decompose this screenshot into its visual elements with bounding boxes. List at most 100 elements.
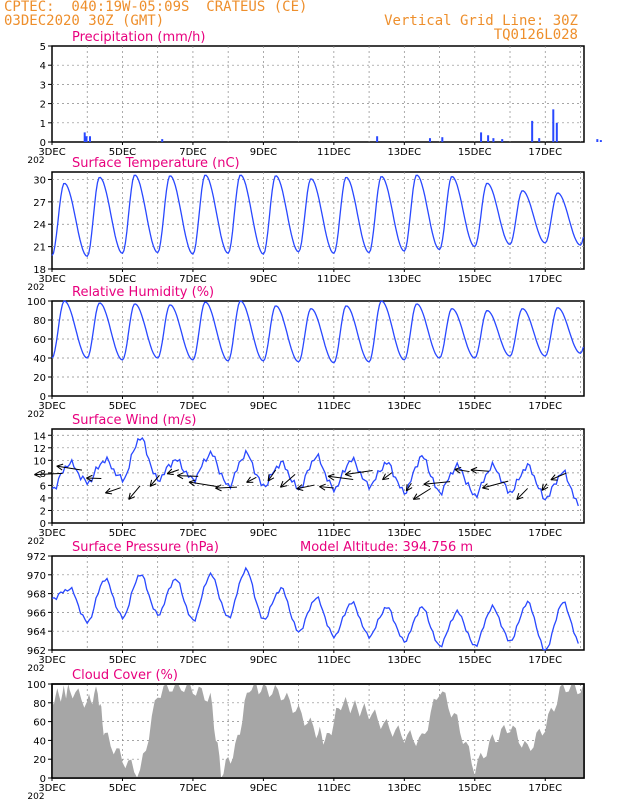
x-tick-label: 5DEC (109, 147, 136, 158)
wind-arrow-head (86, 474, 93, 482)
x-tick-label: 7DEC (179, 655, 206, 666)
x-tick-label: 11DEC (317, 655, 351, 666)
wind-arrow-head (470, 466, 478, 474)
wind-arrow (550, 472, 567, 481)
x-tick-label: 15DEC (458, 401, 492, 412)
wind-arrow (34, 472, 63, 476)
wind-arrow-head (319, 483, 326, 491)
x-tick-label: 5DEC (109, 528, 136, 539)
y-tick-label: 962 (27, 646, 46, 657)
y-tick-label: 0 (40, 138, 46, 149)
wind-arrow-head (34, 470, 41, 478)
wind-arrow-head (149, 479, 157, 487)
wind-arrow-head (296, 484, 304, 491)
precip-bar (376, 136, 379, 142)
y-tick-label: 30 (33, 175, 46, 186)
wind-arrow (177, 475, 199, 477)
x-tick-label: 11DEC (317, 147, 351, 158)
y-tick-label: 20 (33, 755, 46, 766)
wind-arrow (246, 476, 257, 483)
x-tick-label: 7DEC (179, 528, 206, 539)
precip-bar (85, 136, 88, 142)
y-tick-label: 60 (33, 718, 46, 729)
run-date-label: 03DEC2020 30Z (GMT) (4, 13, 165, 29)
x-tick-label: 9DEC (250, 274, 277, 285)
y-tick-label: 968 (27, 590, 46, 601)
wind-arrow-head (516, 492, 524, 500)
y-tick-label: 0 (40, 774, 46, 785)
panel-title: Cloud Cover (%) (72, 668, 178, 683)
precip-bar (161, 139, 164, 142)
x-tick-label: 3DEC (38, 655, 65, 666)
y-tick-label: 60 (33, 335, 46, 346)
y-tick-label: 6 (40, 481, 46, 492)
y-tick-label: 18 (33, 265, 46, 276)
wind-arrow-head (267, 474, 275, 482)
wind-arrow (188, 481, 218, 488)
x-tick-label: 17DEC (528, 274, 562, 285)
wind-arrow (319, 486, 334, 489)
x-tick-label: 13DEC (387, 783, 421, 794)
x-tick-label: 3DEC (38, 147, 65, 158)
precip-bar (428, 138, 431, 142)
y-tick-label: 4 (40, 61, 46, 72)
x-tick-label: 17DEC (528, 528, 562, 539)
year-label: 202 (27, 410, 44, 420)
wind-arrow (267, 469, 277, 482)
y-tick-label: 14 (33, 431, 46, 442)
run-id-label: TQ0126L028 (493, 27, 578, 43)
x-tick-label: 3DEC (38, 274, 65, 285)
y-tick-label: 2 (40, 506, 46, 517)
wind-arrow-head (344, 470, 352, 478)
wind-arrow (128, 485, 141, 500)
wind-arrow (280, 474, 296, 488)
x-tick-label: 17DEC (528, 783, 562, 794)
x-tick-label: 15DEC (458, 274, 492, 285)
panel-frame (51, 45, 585, 143)
x-tick-label: 17DEC (528, 401, 562, 412)
panel-title: Surface Wind (m/s) (72, 413, 196, 428)
wind-arrow-head (215, 484, 222, 492)
x-tick-label: 9DEC (250, 401, 277, 412)
precip-bar (480, 132, 483, 142)
precip-bar (487, 135, 490, 142)
wind-arrow (482, 480, 509, 489)
y-tick-label: 80 (33, 699, 46, 710)
wind-arrow-head (454, 466, 462, 474)
x-tick-label: 3DEC (38, 528, 65, 539)
wind-arrow (149, 474, 160, 487)
wind-arrow-head (327, 473, 335, 481)
wind-arrow-head (482, 483, 490, 490)
panel-title: Surface Pressure (hPa) (72, 540, 219, 555)
year-label: 202 (27, 792, 44, 800)
precip-bar (599, 140, 602, 142)
x-tick-label: 11DEC (317, 401, 351, 412)
wind-arrow (105, 487, 121, 494)
wind-arrow-head (105, 487, 113, 495)
y-tick-label: 0 (40, 392, 46, 403)
wind-arrow-head (176, 472, 184, 480)
y-tick-label: 40 (33, 736, 46, 747)
y-tick-label: 100 (27, 680, 46, 691)
x-tick-label: 11DEC (317, 783, 351, 794)
wind-arrow (413, 488, 432, 500)
wind-arrow (345, 469, 373, 476)
y-tick-label: 970 (27, 571, 46, 582)
cloud-cover-area (52, 684, 584, 778)
wind-arrow-head (166, 468, 174, 476)
y-tick-label: 12 (33, 444, 46, 455)
year-label: 202 (27, 664, 44, 674)
x-tick-label: 13DEC (387, 147, 421, 158)
x-tick-label: 5DEC (109, 274, 136, 285)
precip-bar (501, 139, 504, 142)
wind-arrow-head (188, 479, 196, 487)
x-tick-label: 9DEC (250, 655, 277, 666)
y-tick-label: 966 (27, 608, 46, 619)
wind-arrow-head (412, 493, 421, 500)
panel-title: Precipitation (mm/h) (72, 30, 205, 45)
wind-arrow (56, 465, 83, 471)
wind-arrow (541, 483, 548, 491)
precip-bar (596, 139, 599, 142)
y-tick-label: 21 (33, 243, 46, 254)
x-tick-label: 13DEC (387, 401, 421, 412)
